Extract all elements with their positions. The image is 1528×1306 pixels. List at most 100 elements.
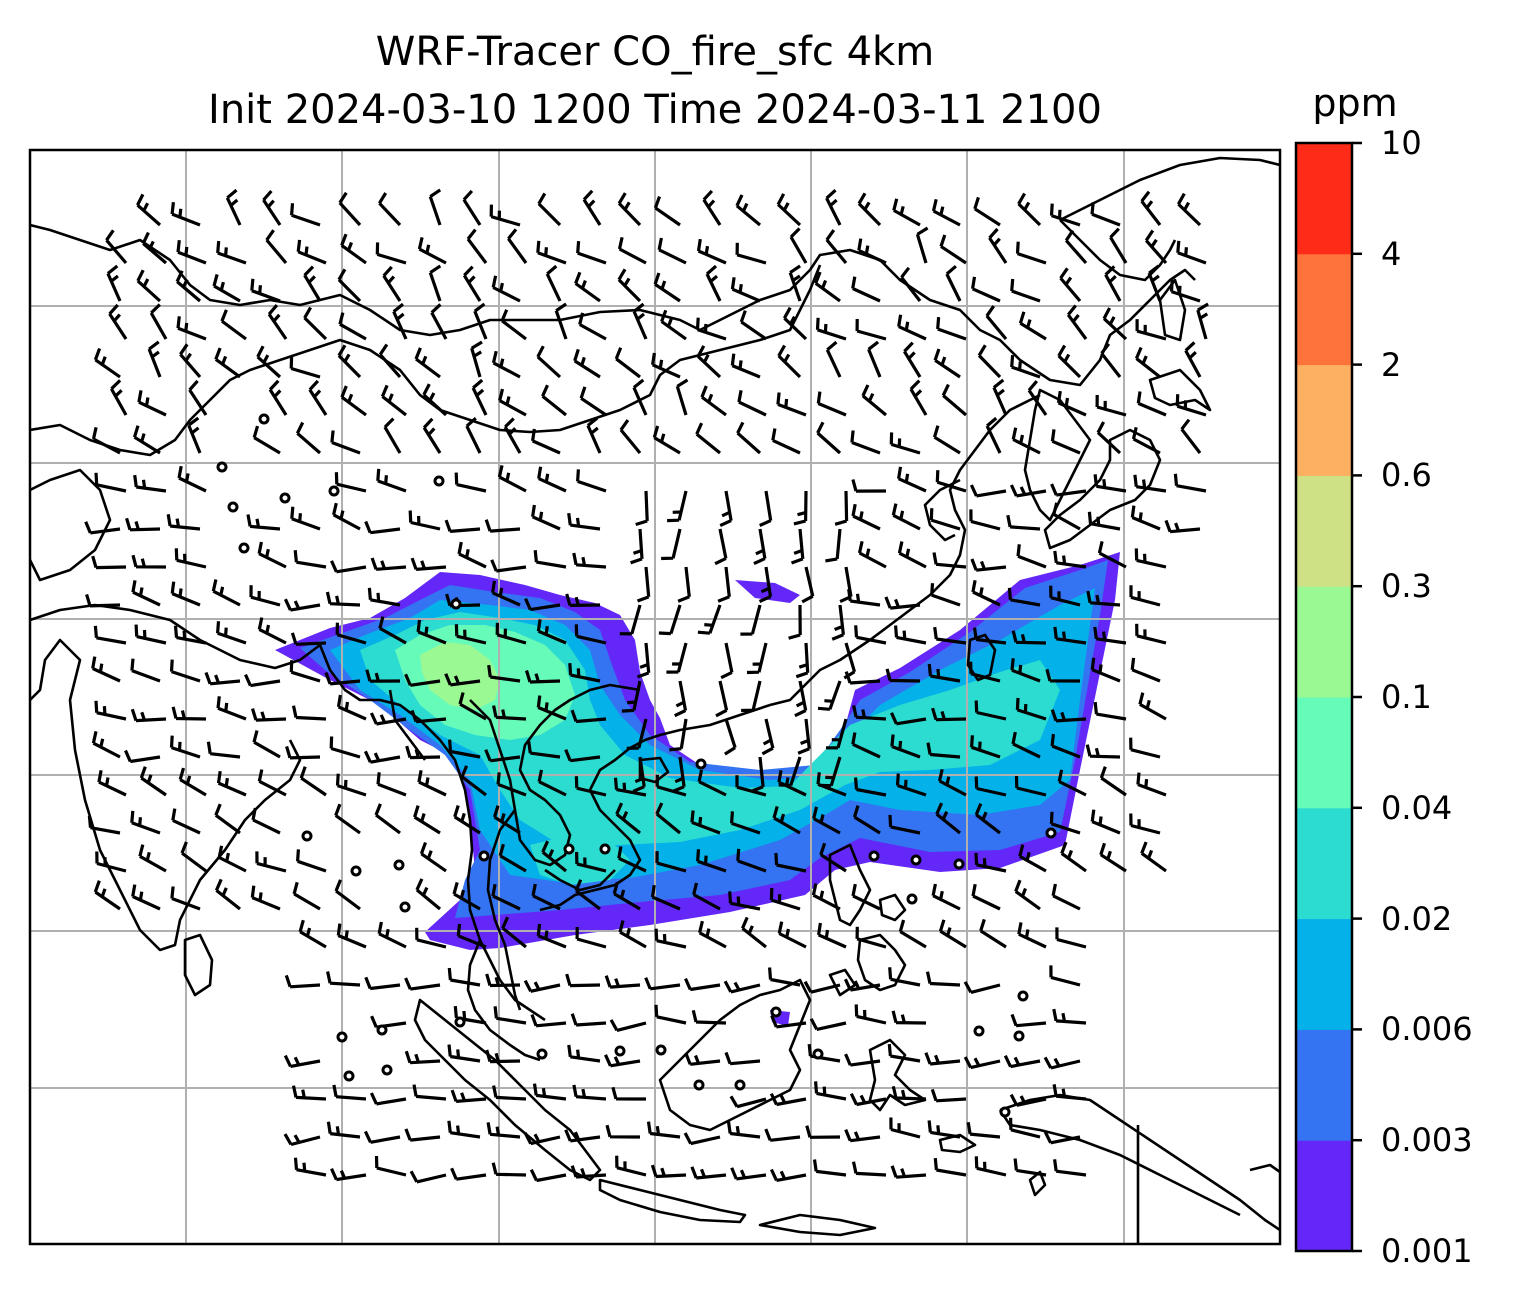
wind-barb <box>296 239 327 265</box>
wind-barb <box>404 1050 441 1065</box>
wind-barb <box>1135 319 1167 341</box>
wind-barb <box>658 604 682 636</box>
wind-barb <box>972 627 1007 645</box>
colorbar-tick-label: 0.3 <box>1381 567 1432 606</box>
wind-barb <box>925 971 961 987</box>
wind-barb <box>897 466 927 493</box>
wind-barb <box>739 310 767 341</box>
wind-barb <box>485 973 521 988</box>
wind-barb <box>97 770 127 797</box>
wind-barb <box>849 1093 887 1107</box>
wind-barb <box>570 709 607 724</box>
wind-barb <box>1100 342 1122 378</box>
wind-barb <box>974 1156 1007 1177</box>
wind-barb <box>492 805 521 835</box>
wind-barb <box>206 741 241 759</box>
wind-barb <box>843 978 881 992</box>
wind-barb <box>570 1165 607 1179</box>
wind-barb <box>1095 394 1127 417</box>
wind-barb <box>644 977 681 991</box>
wind-barb <box>296 849 327 873</box>
wind-barb <box>178 767 207 797</box>
wind-barb <box>175 270 202 303</box>
wind-barb <box>267 304 288 340</box>
wind-barb <box>134 624 167 645</box>
wind-barb <box>935 802 962 835</box>
wind-barb <box>974 852 1007 873</box>
wind-barb <box>790 528 805 565</box>
wind-barb <box>1011 731 1041 759</box>
wind-barb <box>782 306 808 341</box>
wind-barb <box>843 642 857 680</box>
wind-barb <box>1043 1056 1081 1070</box>
wind-barb <box>696 849 727 873</box>
wind-barb <box>844 1128 881 1143</box>
wind-barb <box>473 302 488 340</box>
wind-barb <box>857 192 882 227</box>
wind-barb <box>374 803 401 835</box>
wind-barb <box>702 189 722 226</box>
wind-barb <box>1018 311 1047 341</box>
wind-barb <box>1093 474 1127 493</box>
wind-barb <box>811 883 841 911</box>
colorbar-ticks <box>1352 141 1362 1253</box>
wind-barb <box>931 883 961 911</box>
wind-barb <box>812 1159 847 1177</box>
wind-barb <box>900 266 922 302</box>
wind-barb <box>768 967 801 987</box>
wind-barb <box>291 1085 327 1101</box>
wind-barb <box>125 517 161 532</box>
wind-barb <box>303 306 328 341</box>
wind-barb <box>124 749 161 764</box>
wind-barb <box>570 1013 607 1027</box>
wind-barb <box>617 846 647 873</box>
wind-barb <box>741 916 767 949</box>
wind-barb <box>632 756 646 793</box>
wind-barb <box>132 425 161 455</box>
wind-barb <box>801 566 815 604</box>
wind-barb <box>769 1093 807 1107</box>
wind-barb <box>491 1162 527 1177</box>
wind-barb <box>340 233 367 265</box>
wind-barb <box>735 775 767 797</box>
wind-barb <box>770 1015 807 1029</box>
wind-barb <box>844 671 881 685</box>
wind-barb <box>1140 841 1167 873</box>
wind-barb <box>851 276 881 303</box>
wind-barb <box>966 1122 1001 1139</box>
wind-barb <box>529 1169 567 1183</box>
wind-barb <box>819 842 847 873</box>
wind-barb <box>293 550 327 569</box>
wind-barb <box>855 926 887 949</box>
wind-barb <box>252 425 281 455</box>
wind-barb <box>651 352 681 379</box>
colorbar-segment <box>1296 807 1352 920</box>
wind-barb <box>486 1122 521 1139</box>
wind-barb <box>852 705 887 721</box>
wind-barb <box>854 777 887 797</box>
wind-barb <box>501 916 528 949</box>
wind-barb <box>334 803 361 835</box>
wind-barb <box>674 680 688 718</box>
wind-barb <box>852 805 881 835</box>
wind-barb <box>579 386 607 417</box>
wind-barb <box>1099 842 1127 873</box>
wind-barb <box>977 344 1002 379</box>
wind-barb <box>536 923 567 949</box>
wind-barb <box>1164 519 1201 534</box>
wind-barb <box>176 240 207 265</box>
wind-barb <box>1009 1117 1041 1139</box>
wind-barb <box>252 730 281 759</box>
wind-barb <box>939 234 967 265</box>
wind-barb <box>541 384 568 417</box>
colorbar <box>1296 143 1352 1252</box>
wind-barb <box>574 271 601 303</box>
wind-barb <box>180 841 207 873</box>
wind-barb <box>93 880 121 911</box>
wind-barb <box>684 1052 721 1066</box>
wind-barb <box>730 277 761 303</box>
wind-barb <box>537 769 567 797</box>
wind-barb <box>496 772 527 797</box>
wind-barbs <box>84 188 1209 1184</box>
